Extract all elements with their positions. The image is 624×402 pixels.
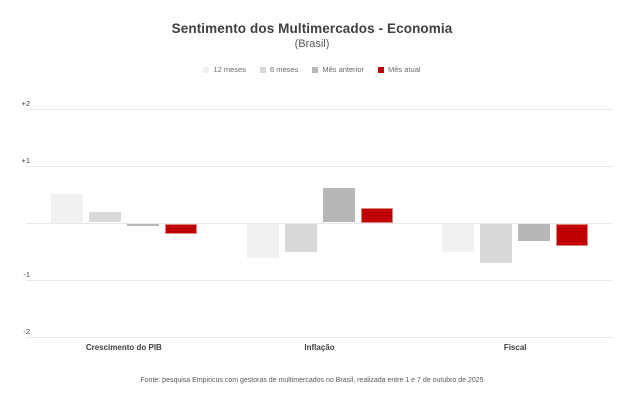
bar-fiscal-6-meses xyxy=(480,223,513,264)
legend-swatch-mes-atual xyxy=(378,67,385,73)
gridline--1 xyxy=(26,279,613,281)
chart-footnote: Fonte: pesquisa Empiricus com gestoras d… xyxy=(140,377,484,384)
bar-inflacao-mes-anterior xyxy=(322,188,355,223)
category-label-crescimento-do-pib: Crescimento do PIB xyxy=(85,343,162,352)
gridline--2 xyxy=(26,336,613,338)
bar-crescimento-do-pib-mes-atual xyxy=(164,223,197,234)
y-axis-tick--1: -1 xyxy=(23,269,30,279)
bar-fiscal-mes-atual xyxy=(556,223,589,247)
bar-inflacao-mes-atual xyxy=(360,208,393,223)
legend-swatch-12-meses xyxy=(203,67,210,73)
bar-crescimento-do-pib-12-meses xyxy=(50,194,83,223)
legend-item-mes-anterior: Mês anterior xyxy=(312,66,364,74)
legend-item-6-meses: 6 meses xyxy=(259,65,299,74)
bar-inflacao-12-meses xyxy=(246,223,279,258)
legend-label-6-meses: 6 meses xyxy=(269,65,299,74)
legend-swatch-mes-anterior xyxy=(312,67,319,73)
chart-subtitle: (Brasil) xyxy=(294,38,330,50)
bar-fiscal-12-meses xyxy=(442,223,475,252)
bar-inflacao-6-meses xyxy=(284,223,317,252)
legend-swatch-6-meses xyxy=(259,67,266,73)
bar-crescimento-do-pib-6-meses xyxy=(88,212,121,223)
legend-label-12-meses: 12 meses xyxy=(213,65,246,74)
bar-crescimento-do-pib-mes-anterior xyxy=(126,223,159,227)
chart-title: Sentimento dos Multimercados - Economia xyxy=(171,21,453,36)
legend-item-mes-atual: Mês atual xyxy=(378,66,421,74)
gridline-0 xyxy=(26,222,613,224)
gridline-2 xyxy=(26,108,613,110)
gridline-1 xyxy=(26,165,613,167)
category-label-fiscal: Fiscal xyxy=(503,343,527,352)
y-axis-tick--2: -2 xyxy=(23,326,30,336)
chart-legend: 12 meses 6 meses Mês anterior Mês atual xyxy=(0,66,624,74)
y-axis-tick-1: +1 xyxy=(21,155,30,165)
legend-label-mes-atual: Mês atual xyxy=(388,65,421,74)
legend-label-mes-anterior: Mês anterior xyxy=(322,65,365,74)
bar-fiscal-mes-anterior xyxy=(518,223,551,241)
legend-item-12-meses: 12 meses xyxy=(203,66,246,74)
y-axis-tick-2: +2 xyxy=(21,98,30,108)
category-label-inflacao: Inflação xyxy=(304,343,335,352)
